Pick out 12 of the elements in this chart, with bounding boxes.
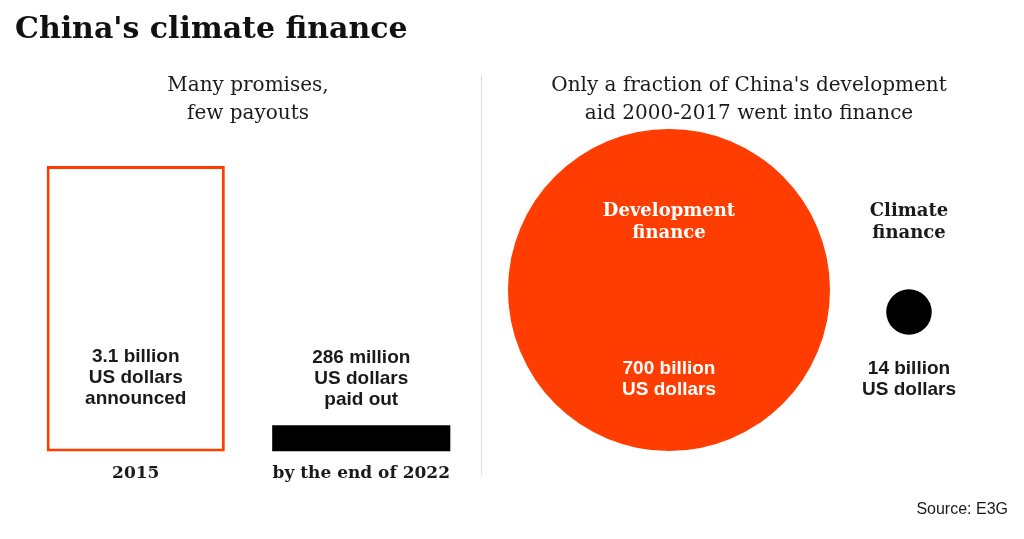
source-note: Source: E3G	[916, 500, 1008, 518]
text: Only a fraction of China's development aid 2000-2017 went into finance	[550, 71, 948, 126]
chart-title: China's climate finance	[15, 10, 408, 45]
data-label: 286 million US dollars paid out	[312, 346, 411, 410]
data-label: 700 billion US dollars	[622, 357, 716, 399]
category-label: Climate finance	[869, 199, 949, 242]
x-tick-label: 2015	[112, 462, 160, 483]
chart-subtitle: Many promises, few payouts	[166, 71, 330, 126]
x-tick-label: by the end of 2022	[272, 462, 450, 483]
data-label: 14 billion US dollars	[861, 357, 956, 399]
data-label: 3.1 billion US dollars announced	[85, 344, 187, 408]
category-label: Development finance	[602, 199, 736, 242]
